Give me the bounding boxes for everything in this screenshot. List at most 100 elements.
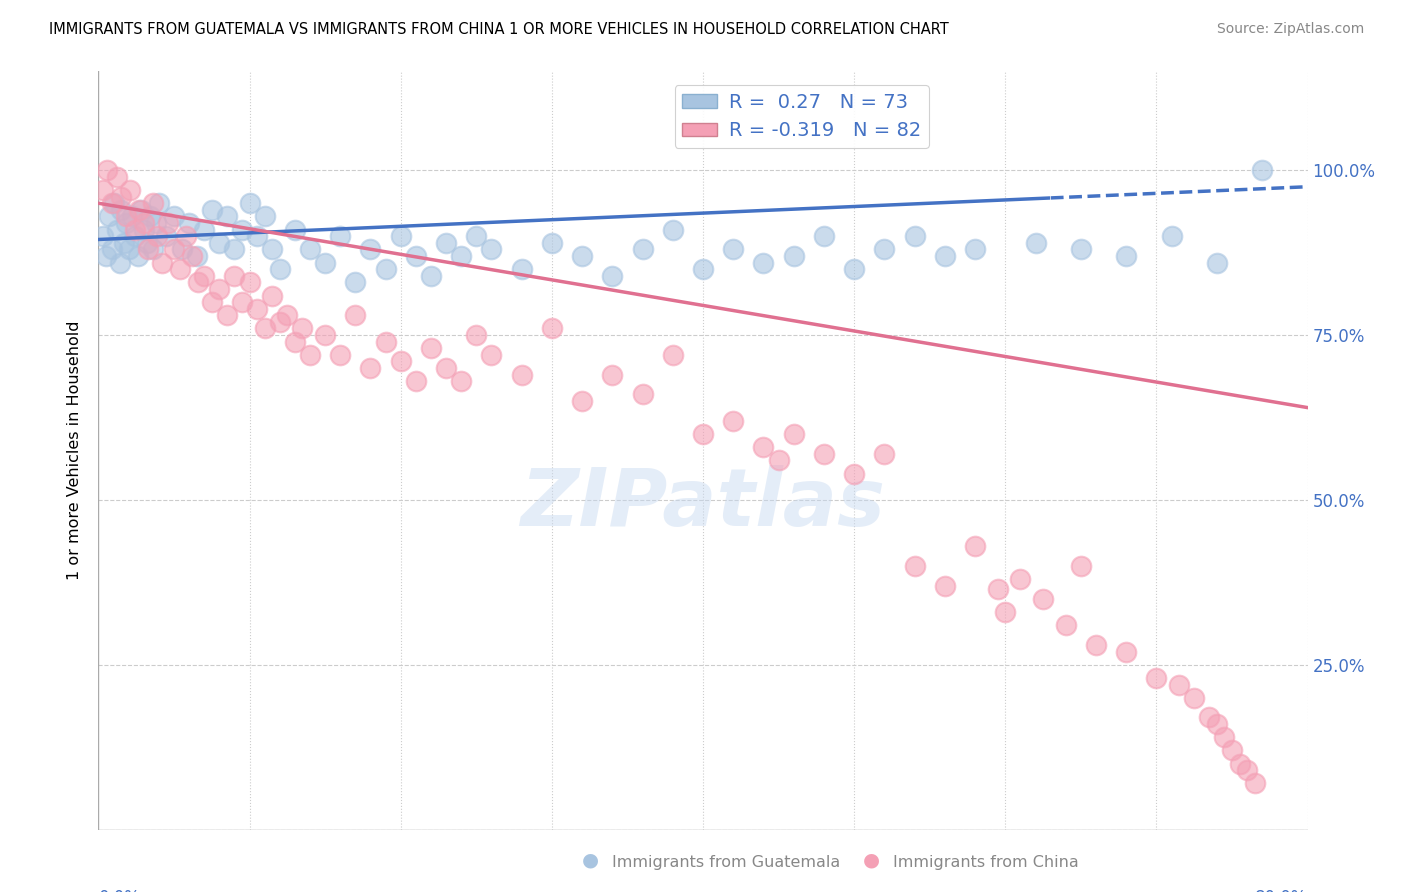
Point	[1243, 776, 1265, 790]
Point	[127, 249, 149, 263]
Point	[239, 196, 262, 211]
Point	[179, 216, 201, 230]
Point	[1010, 572, 1032, 586]
Point	[752, 255, 775, 269]
Point	[101, 243, 124, 257]
Point	[105, 169, 128, 184]
Point	[155, 229, 177, 244]
Point	[269, 315, 291, 329]
Point	[813, 447, 835, 461]
Point	[1054, 618, 1077, 632]
Point	[163, 210, 186, 224]
Point	[170, 243, 193, 257]
Point	[187, 276, 209, 290]
Point	[142, 243, 165, 257]
Point	[987, 582, 1010, 596]
Point	[1146, 671, 1168, 685]
Point	[723, 243, 745, 257]
Point	[450, 374, 472, 388]
Point	[374, 334, 396, 349]
Point	[465, 328, 488, 343]
Point	[420, 341, 443, 355]
Point	[540, 235, 562, 250]
Text: 80.0%: 80.0%	[1256, 889, 1308, 892]
Point	[360, 361, 382, 376]
Point	[139, 210, 162, 224]
Point	[904, 229, 927, 244]
Point	[434, 235, 457, 250]
Point	[1168, 677, 1191, 691]
Point	[1115, 644, 1137, 658]
Point	[193, 268, 215, 283]
Point	[110, 202, 132, 217]
Point	[148, 196, 170, 211]
Point	[344, 308, 367, 322]
Point	[208, 282, 231, 296]
Point	[284, 334, 307, 349]
Point	[215, 210, 238, 224]
Point	[208, 235, 231, 250]
Point	[374, 262, 396, 277]
Point	[246, 229, 269, 244]
Point	[163, 243, 186, 257]
Point	[1251, 163, 1274, 178]
Point	[1220, 743, 1243, 757]
Point	[571, 394, 593, 409]
Point	[101, 196, 124, 211]
Point	[120, 183, 142, 197]
Point	[844, 467, 866, 481]
Point	[193, 222, 215, 236]
Point	[405, 374, 427, 388]
Point	[112, 235, 135, 250]
Point	[768, 453, 790, 467]
Point	[98, 210, 121, 224]
Point	[215, 308, 238, 322]
Point	[224, 268, 246, 283]
Point	[129, 202, 152, 217]
Point	[481, 243, 503, 257]
Point	[602, 268, 624, 283]
Point	[965, 539, 987, 553]
Point	[329, 348, 352, 362]
Point	[329, 229, 352, 244]
Point	[631, 387, 654, 401]
Point	[1236, 763, 1258, 777]
Point	[174, 229, 197, 244]
Point	[291, 321, 314, 335]
Point	[1198, 710, 1220, 724]
Point	[873, 243, 896, 257]
Point	[91, 229, 114, 244]
Point	[105, 222, 128, 236]
Point	[1085, 638, 1108, 652]
Point	[284, 222, 307, 236]
Point	[118, 243, 141, 257]
Point	[186, 249, 208, 263]
Text: ZIPatlas: ZIPatlas	[520, 465, 886, 542]
Point	[934, 249, 956, 263]
Text: Source: ZipAtlas.com: Source: ZipAtlas.com	[1216, 22, 1364, 37]
Point	[114, 216, 136, 230]
Legend: R =  0.27   N = 73, R = -0.319   N = 82: R = 0.27 N = 73, R = -0.319 N = 82	[675, 85, 929, 148]
Point	[121, 210, 143, 224]
Point	[405, 249, 427, 263]
Point	[253, 210, 276, 224]
Point	[420, 268, 443, 283]
Point	[602, 368, 624, 382]
Point	[124, 222, 146, 236]
Point	[201, 202, 224, 217]
Point	[146, 229, 169, 244]
Point	[510, 368, 533, 382]
Text: Immigrants from China: Immigrants from China	[893, 855, 1078, 870]
Point	[692, 262, 714, 277]
Point	[262, 243, 284, 257]
Point	[465, 229, 488, 244]
Point	[434, 361, 457, 376]
Point	[94, 249, 117, 263]
Point	[114, 210, 136, 224]
Point	[1160, 229, 1182, 244]
Point	[571, 249, 593, 263]
Point	[481, 348, 503, 362]
Point	[110, 189, 132, 203]
Point	[299, 243, 322, 257]
Point	[934, 579, 956, 593]
